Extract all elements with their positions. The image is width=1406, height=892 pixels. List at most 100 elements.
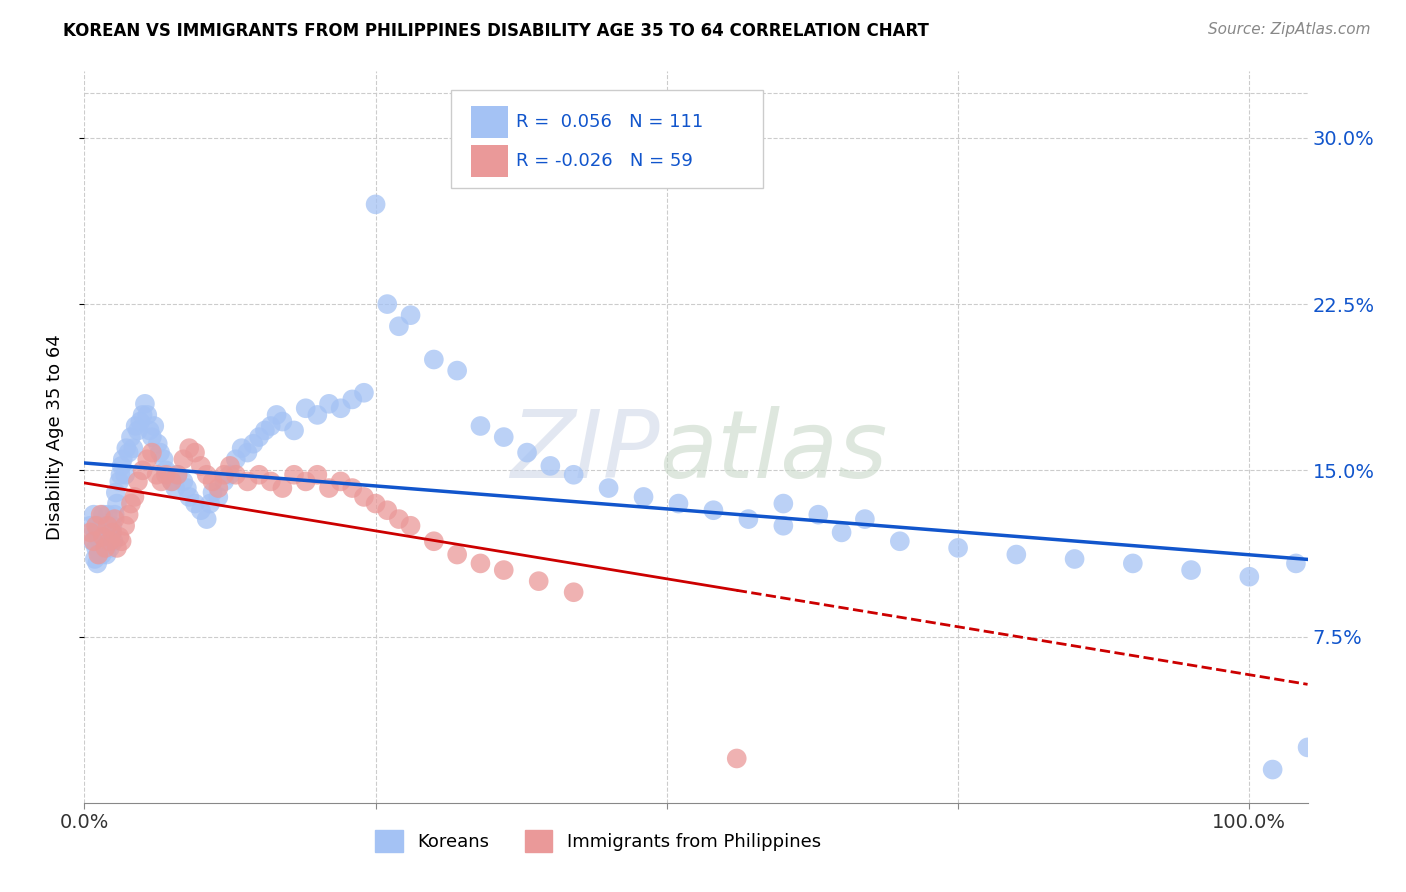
Point [260,475,283,489]
Point [247,430,270,444]
Point [97,508,120,522]
Point [831,525,853,540]
Point [353,490,375,504]
Point [91,508,114,522]
Point [702,503,724,517]
Point [283,467,305,482]
Point [516,445,538,459]
Point [94,534,117,549]
Point [207,481,229,495]
Point [150,475,173,489]
Point [101,518,124,533]
Text: KOREAN VS IMMIGRANTS FROM PHILIPPINES DISABILITY AGE 35 TO 64 CORRELATION CHART: KOREAN VS IMMIGRANTS FROM PHILIPPINES DI… [63,22,929,40]
Point [98,534,121,549]
Point [527,574,550,589]
Point [446,363,468,377]
Point [115,441,138,455]
Point [124,490,146,504]
Point [375,297,398,311]
Point [231,441,253,455]
Point [598,481,620,495]
Point [342,392,364,407]
Point [399,518,422,533]
Point [141,430,163,444]
Point [146,436,169,450]
Point [120,430,142,444]
Point [198,497,221,511]
Point [97,518,120,533]
Point [166,467,188,482]
Point [388,512,411,526]
Text: ZIP: ZIP [509,406,659,497]
Point [93,530,115,544]
Point [492,430,515,444]
Point [271,481,294,495]
Point [87,548,110,562]
Point [127,424,149,438]
Point [105,497,128,511]
Point [562,467,585,482]
Point [307,408,329,422]
Point [889,534,911,549]
Point [114,467,136,482]
Point [152,452,174,467]
Point [136,408,159,422]
Point [668,497,690,511]
Point [111,452,134,467]
Point [260,419,283,434]
Point [184,445,207,459]
Point [1122,557,1144,571]
Point [219,467,242,482]
Legend: Koreans, Immigrants from Philippines: Koreans, Immigrants from Philippines [368,823,828,860]
Point [772,518,794,533]
Point [195,467,218,482]
Point [283,424,305,438]
Point [96,548,118,562]
Point [111,458,134,473]
Point [329,401,352,416]
Point [190,503,212,517]
Point [100,525,122,540]
Text: R = -0.026   N = 59: R = -0.026 N = 59 [516,152,693,169]
Point [98,541,121,555]
Point [155,463,177,477]
Point [157,467,180,482]
Point [134,397,156,411]
Point [103,534,125,549]
Point [470,419,492,434]
Point [307,467,329,482]
Point [91,541,114,555]
Point [143,419,166,434]
Point [141,445,163,459]
Point [1239,570,1261,584]
Text: Source: ZipAtlas.com: Source: ZipAtlas.com [1208,22,1371,37]
Point [318,481,340,495]
Point [108,475,131,489]
Point [737,512,759,526]
Point [294,475,316,489]
Point [94,541,117,555]
Point [105,541,128,555]
Point [165,481,187,495]
Point [87,530,110,544]
Point [1005,548,1028,562]
Point [807,508,830,522]
Point [149,445,172,459]
Point [179,490,201,504]
Y-axis label: Disability Age 35 to 64: Disability Age 35 to 64 [45,334,63,540]
Point [101,525,124,540]
Point [82,534,104,549]
Point [538,458,561,473]
Point [117,445,139,459]
Point [136,452,159,467]
Point [127,475,149,489]
Point [1296,740,1319,755]
Point [104,485,127,500]
Point [84,541,107,555]
FancyBboxPatch shape [451,90,763,188]
Point [84,518,107,533]
Point [633,490,655,504]
Point [470,557,492,571]
Point [108,530,131,544]
Point [329,475,352,489]
